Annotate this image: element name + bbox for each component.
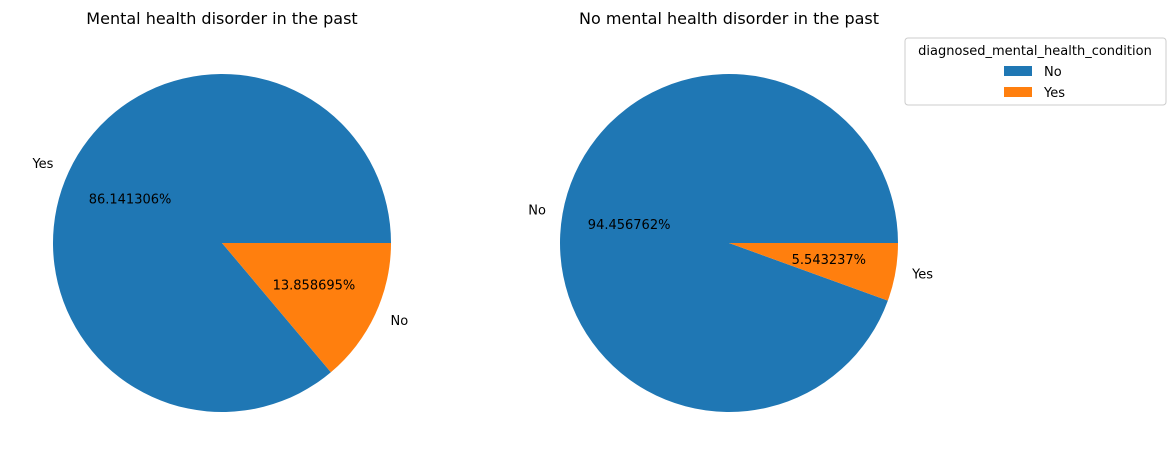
legend: diagnosed_mental_health_condition No Yes: [904, 37, 1167, 106]
pie-slices: [560, 73, 898, 412]
pie-slice-no: [222, 243, 391, 373]
pie-chart-mental-health-past: Mental health disorder in the past Yes 86…: [31, 9, 408, 412]
legend-title: diagnosed_mental_health_condition: [918, 44, 1152, 59]
legend-swatch-yes: [1004, 87, 1032, 97]
legend-frame: [904, 37, 1167, 106]
pie-chart-no-mental-health-past: No mental health disorder in the past No…: [528, 9, 933, 412]
pie-labels: No 94.456762% Yes 5.543237%: [528, 203, 933, 282]
chart-title: Mental health disorder in the past: [86, 9, 357, 28]
pie-labels: Yes 86.141306% No 13.858695%: [31, 157, 408, 329]
slice-label-yes: Yes: [31, 157, 53, 172]
chart-title: No mental health disorder in the past: [579, 9, 879, 28]
pie-slice-no: [560, 73, 898, 412]
legend-label-yes: Yes: [1043, 86, 1065, 101]
legend-label-no: No: [1044, 65, 1062, 80]
slice-label-no: No: [391, 314, 409, 329]
pie-slice-yes: [729, 243, 898, 301]
slice-label-yes: Yes: [911, 268, 933, 283]
slice-pct-yes: 5.543237%: [792, 253, 866, 268]
legend-swatch-no: [1004, 66, 1032, 76]
slice-pct-no: 94.456762%: [588, 218, 671, 233]
slice-pct-yes: 86.141306%: [89, 193, 172, 208]
pie-slice-yes: [53, 73, 392, 412]
slice-pct-no: 13.858695%: [273, 278, 356, 293]
pie-slices: [53, 73, 392, 412]
slice-label-no: No: [528, 203, 546, 218]
